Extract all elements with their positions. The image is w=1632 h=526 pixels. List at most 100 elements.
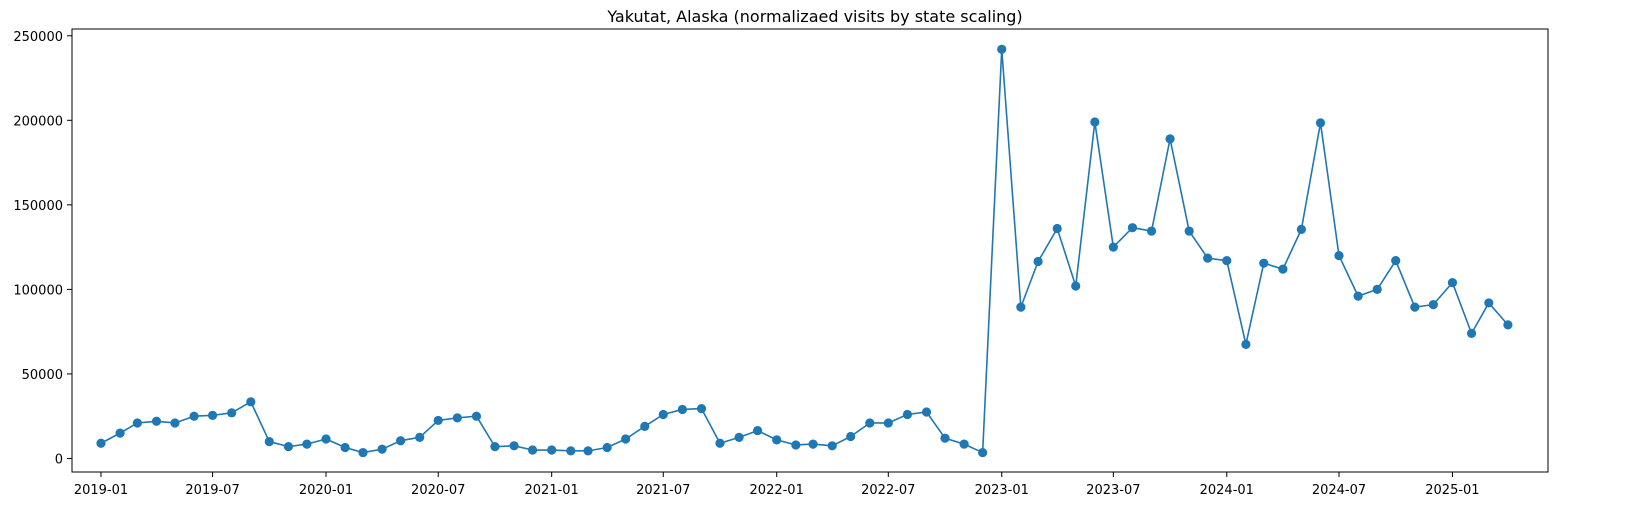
data-point	[1428, 300, 1438, 310]
data-point	[1410, 302, 1420, 312]
x-tick-label: 2025-01	[1425, 483, 1479, 498]
data-point	[396, 436, 406, 446]
data-point	[865, 418, 875, 428]
data-point	[808, 439, 818, 449]
data-point	[566, 446, 576, 456]
data-point	[1315, 118, 1326, 128]
data-point	[115, 428, 125, 438]
data-point	[658, 409, 668, 420]
y-tick-label: 150000	[13, 199, 63, 214]
x-tick-label: 2022-01	[750, 483, 804, 498]
data-point	[715, 438, 725, 448]
data-point	[621, 434, 631, 444]
data-point	[358, 447, 368, 458]
data-point	[1090, 117, 1100, 127]
data-point	[1391, 256, 1401, 266]
y-tick-label: 100000	[13, 283, 63, 298]
data-point	[1184, 226, 1194, 236]
data-point	[1203, 253, 1213, 263]
data-point	[1071, 281, 1081, 291]
data-point	[1503, 320, 1513, 330]
data-point	[415, 432, 425, 442]
x-tick-label: 2023-01	[975, 483, 1029, 498]
data-point	[752, 425, 763, 436]
data-point	[846, 431, 856, 442]
data-point	[940, 433, 950, 443]
data-point	[132, 418, 142, 428]
x-tick-label: 2023-07	[1086, 483, 1140, 498]
x-tick-label: 2019-01	[74, 483, 128, 498]
data-point	[340, 442, 350, 453]
data-point	[1372, 284, 1382, 294]
data-point	[1259, 258, 1269, 268]
chart-title: Yakutat, Alaska (normalizaed visits by s…	[606, 7, 1022, 26]
x-tick-label: 2021-01	[525, 483, 579, 498]
data-point	[1146, 226, 1157, 236]
data-point	[264, 436, 274, 447]
data-point	[527, 445, 538, 455]
data-point	[227, 408, 237, 418]
plot-frame	[71, 28, 1549, 473]
y-tick-label: 200000	[13, 114, 63, 129]
x-tick-label: 2021-07	[636, 483, 690, 498]
data-point	[883, 418, 893, 428]
x-tick-label: 2022-07	[861, 483, 915, 498]
data-point	[921, 407, 932, 417]
data-point	[677, 404, 687, 415]
data-point	[791, 440, 801, 450]
series-line	[100, 48, 1509, 454]
data-point	[283, 442, 294, 452]
data-point	[1222, 256, 1232, 266]
data-point	[377, 444, 387, 454]
data-point	[1353, 291, 1363, 301]
data-point	[1278, 264, 1288, 274]
data-point	[246, 397, 256, 407]
data-point	[902, 409, 913, 420]
data-point	[302, 439, 312, 449]
data-point	[433, 415, 443, 426]
data-point	[170, 418, 180, 428]
y-tick-label: 0	[55, 452, 63, 467]
data-point	[602, 442, 612, 453]
data-point	[509, 441, 519, 451]
x-tick-label: 2024-01	[1200, 483, 1254, 498]
y-tick-label: 250000	[13, 30, 63, 45]
data-point	[1165, 134, 1175, 144]
data-point	[1296, 224, 1306, 234]
data-point	[1334, 250, 1344, 261]
data-point	[151, 416, 162, 426]
data-point	[1108, 242, 1118, 252]
y-tick-label: 50000	[22, 368, 63, 383]
data-point	[827, 441, 837, 451]
data-point	[189, 411, 199, 421]
data-point	[207, 410, 218, 420]
data-point	[471, 411, 482, 421]
data-point	[1052, 223, 1062, 234]
data-point	[490, 442, 500, 452]
data-point	[696, 403, 707, 414]
data-point	[1447, 278, 1458, 288]
data-point	[640, 421, 650, 431]
x-tick-label: 2020-07	[411, 483, 465, 498]
data-point	[1241, 339, 1251, 349]
data-point	[583, 446, 593, 456]
data-point	[321, 434, 331, 444]
x-tick-label: 2019-07	[185, 483, 239, 498]
data-point	[772, 435, 782, 445]
data-point	[1127, 223, 1138, 233]
data-point	[997, 44, 1007, 54]
data-point	[959, 439, 969, 449]
data-point	[1466, 328, 1477, 338]
x-tick-label: 2024-07	[1312, 483, 1366, 498]
data-point	[96, 438, 106, 448]
data-point	[452, 413, 462, 423]
data-point	[978, 447, 988, 458]
data-point	[1033, 256, 1043, 267]
data-point	[734, 432, 744, 442]
x-tick-label: 2020-01	[299, 483, 353, 498]
data-point	[547, 445, 557, 455]
data-point	[1016, 302, 1026, 312]
data-point	[1484, 298, 1494, 308]
